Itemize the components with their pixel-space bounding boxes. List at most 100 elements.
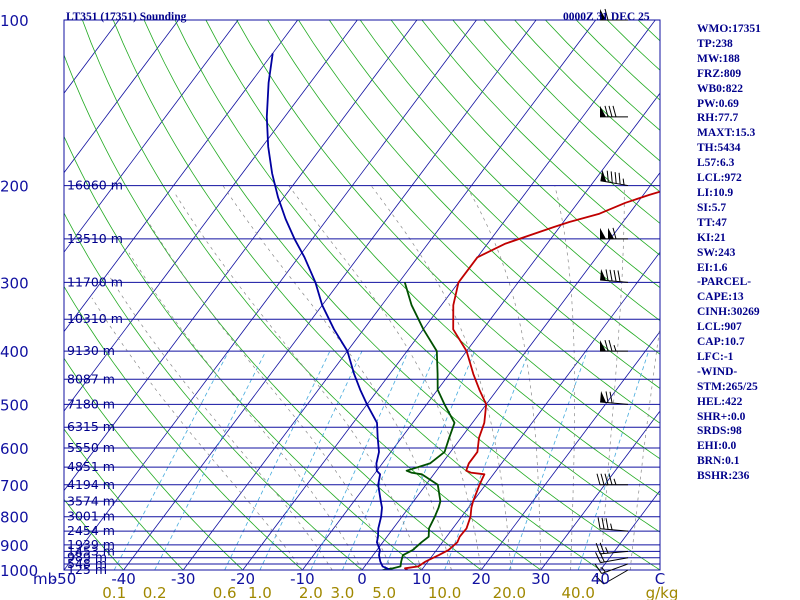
wind-barb	[600, 391, 629, 405]
height-label: 3574 m	[67, 493, 115, 508]
wind-barb-staff	[601, 563, 629, 574]
height-label: 10310 m	[67, 311, 123, 326]
wind-barb-full	[617, 270, 621, 282]
wind-barb-flag	[600, 227, 606, 239]
temperature-tick-label: -20	[231, 570, 256, 588]
wind-barb	[596, 473, 628, 486]
pressure-tick-label: 1000	[0, 562, 38, 580]
wind-barb-full	[604, 105, 609, 117]
dry-adiabat-line	[143, 20, 660, 570]
mixing-ratio-line	[383, 350, 476, 570]
temperature-tick-label: 10	[412, 570, 431, 588]
dry-adiabat-line	[328, 20, 660, 355]
pressure-tick-label: 400	[0, 343, 29, 361]
mixing-ratio-line	[113, 350, 230, 570]
sounding-index: PW:0.69	[697, 97, 739, 110]
pressure-tick-label: 300	[0, 274, 29, 292]
sounding-index: TH:5434	[697, 142, 741, 155]
wind-barb-half	[605, 547, 609, 554]
dry-adiabat-line	[359, 20, 660, 322]
wind-barb-flag	[600, 169, 607, 182]
wind-barb-full	[594, 563, 603, 574]
pressure-tick-label: 700	[0, 477, 29, 495]
wind-barb-full	[610, 171, 613, 183]
dry-adiabat-line	[64, 212, 363, 570]
height-label: 8087 m	[67, 371, 115, 386]
sounding-index: FRZ:809	[697, 67, 742, 80]
wind-barb-full	[595, 575, 605, 585]
mixing-ratio-label: 0.1	[102, 584, 126, 600]
wind-barb-full	[604, 340, 609, 352]
mixing-ratio-line	[310, 350, 409, 570]
dry-adiabat-line	[82, 20, 542, 570]
height-label: 5550 m	[67, 440, 115, 455]
mixing-ratio-label: 0.2	[143, 584, 167, 600]
wind-barb-full	[595, 542, 601, 554]
wind-barb-staff	[600, 557, 629, 564]
temperature-tick-label: -30	[171, 570, 196, 588]
height-label: 4851 m	[67, 459, 115, 474]
temperature-tick-label: 0	[357, 570, 367, 588]
height-label: 1453 m	[67, 543, 115, 558]
wind-barb-flag	[600, 391, 607, 403]
temperature-tick-label: 30	[531, 570, 550, 588]
dry-adiabat-line	[174, 20, 660, 533]
wind-barb	[600, 105, 628, 118]
dry-adiabat-line	[298, 20, 660, 389]
height-level-lines	[64, 185, 660, 571]
moist-adiabat-line	[173, 191, 422, 570]
isotherm-line	[64, 20, 418, 492]
wind-barb-full	[606, 170, 609, 183]
wind-barb-full	[595, 552, 601, 563]
height-label: 125 m	[67, 562, 107, 577]
sounding-indices-panel: WMO:17351 TP:238 MW:188 FRZ:809 WB0:822 PW:0.…	[697, 22, 800, 484]
wind-barb-flag	[600, 9, 606, 20]
wind-barb-flag	[600, 269, 607, 281]
wind-barb-full	[609, 391, 613, 404]
sounding-index: LFC:-1	[697, 350, 734, 363]
dry-adiabat-line	[64, 498, 125, 570]
mixing-ratio-line	[259, 350, 363, 570]
sounding-index: EHI:0.0	[697, 440, 737, 453]
mixing-ratio-label: 1.0	[248, 584, 272, 600]
sounding-index: WMO:17351	[697, 23, 761, 35]
pressure-tick-label: 500	[0, 396, 29, 414]
pressure-unit-label: mb	[33, 570, 57, 588]
wind-barb	[600, 169, 629, 187]
mixing-ratio-line	[508, 350, 588, 570]
height-label: 548 m	[67, 556, 107, 571]
wind-barb	[597, 517, 629, 532]
moist-adiabat-line	[91, 297, 303, 570]
height-label: 9130 m	[67, 343, 115, 358]
isotherm-line	[302, 92, 660, 570]
station-title: LT351 (17351) Sounding	[66, 11, 187, 23]
sounding-profiles	[265, 53, 660, 570]
temperature-tick-label: -50	[52, 570, 77, 588]
sounding-index: LI:10.9	[697, 186, 734, 199]
wind-barb-flag	[608, 227, 614, 239]
temperature-tick-label: 20	[472, 570, 491, 588]
wind-barb-full	[605, 269, 609, 281]
wind-barb-half	[622, 178, 625, 185]
wind-barb-full	[601, 517, 605, 530]
dry-adiabat-line	[390, 20, 660, 289]
dry-adiabat-line	[64, 428, 184, 570]
wind-barb-half	[601, 566, 606, 573]
isotherm-line	[480, 330, 660, 570]
mixing-ratio-label: 5.0	[372, 584, 396, 600]
dry-adiabat-line	[205, 20, 660, 496]
sounding-index: CAP:10.7	[697, 336, 745, 349]
wind-barb-half	[610, 523, 613, 530]
height-label: 989 m	[67, 550, 107, 565]
sounding-index: SHR+:0.0	[697, 410, 746, 423]
isotherm-line	[421, 251, 660, 570]
height-label: 4194 m	[67, 477, 115, 492]
sounding-index: SRDS:98	[697, 425, 742, 438]
wind-barb	[600, 8, 628, 21]
isotherm-line	[182, 20, 597, 570]
sounding-index: MAXT:15.3	[697, 127, 756, 140]
wind-barb-full	[599, 542, 605, 554]
sounding-index: L57:6.3	[697, 157, 735, 170]
pressure-tick-label: 200	[0, 178, 29, 196]
wind-barb-full	[608, 473, 613, 485]
